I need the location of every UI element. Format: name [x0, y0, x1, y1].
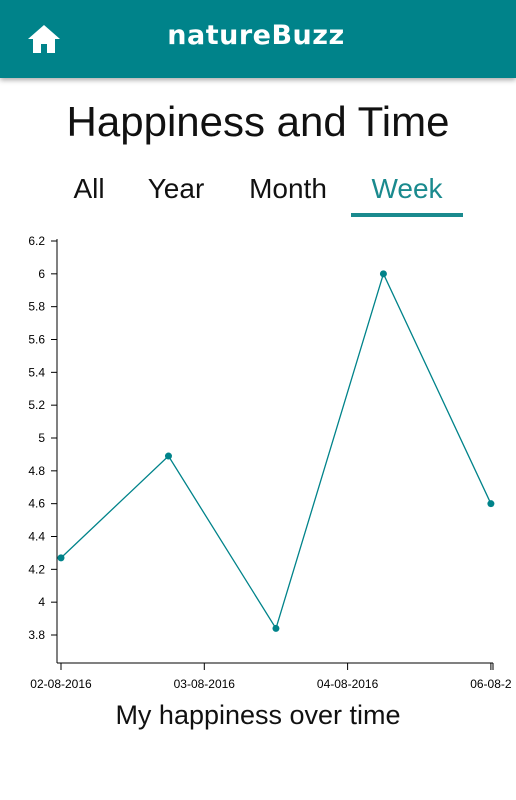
data-point[interactable]: [379, 270, 387, 278]
y-axis: 3.8 4 4.2 4.4 4.6 4.8 5 5.2 5.4 5.6 5.8 6 6.2: [28, 234, 58, 663]
y-tick-label: 4: [38, 595, 45, 609]
home-icon: [28, 25, 60, 53]
app-bar: natureBuzz: [0, 0, 516, 78]
y-tick-label: 5.4: [28, 365, 45, 379]
y-tick-label: 6.2: [28, 234, 45, 248]
data-point[interactable]: [57, 554, 65, 562]
y-tick-label: 3.8: [28, 628, 45, 642]
home-button[interactable]: [22, 20, 66, 58]
happiness-series-line: [60, 272, 492, 630]
y-tick-label: 4.2: [28, 562, 45, 576]
y-tick-label: 5.8: [28, 300, 45, 314]
tab-all[interactable]: All: [73, 173, 105, 204]
x-tick-label: 02-08-2016: [30, 677, 92, 691]
x-tick-label: 04-08-2016: [317, 677, 379, 691]
tab-week[interactable]: Week: [371, 173, 443, 204]
tab-year[interactable]: Year: [147, 173, 205, 204]
data-point[interactable]: [272, 624, 280, 632]
page-title: Happiness and Time: [66, 98, 450, 145]
y-tick-label: 5.6: [28, 333, 45, 347]
y-tick-label: 5.2: [28, 398, 45, 412]
tab-month[interactable]: Month: [249, 173, 327, 204]
x-axis: 02-08-2016 03-08-2016 04-08-2016 06-08-2: [30, 662, 512, 691]
active-tab-indicator: [351, 213, 463, 217]
data-point[interactable]: [164, 452, 172, 460]
happiness-line-chart: 3.8 4 4.2 4.4 4.6 4.8 5 5.2 5.4 5.6 5.8 6 6.2 02-08-…: [28, 234, 512, 691]
chart-caption: My happiness over time: [115, 700, 401, 730]
app-title: natureBuzz: [167, 20, 345, 51]
y-tick-label: 6: [38, 267, 45, 281]
x-tick-label: 03-08-2016: [174, 677, 236, 691]
series-layer: [57, 270, 495, 632]
y-tick-label: 4.8: [28, 464, 45, 478]
y-tick-label: 5: [38, 431, 45, 445]
time-range-tabs: All Year Month Week: [0, 168, 516, 220]
x-tick-label: 06-08-2: [470, 677, 512, 691]
data-point[interactable]: [487, 500, 495, 508]
y-tick-label: 4.6: [28, 497, 45, 511]
y-tick-label: 4.4: [28, 530, 45, 544]
